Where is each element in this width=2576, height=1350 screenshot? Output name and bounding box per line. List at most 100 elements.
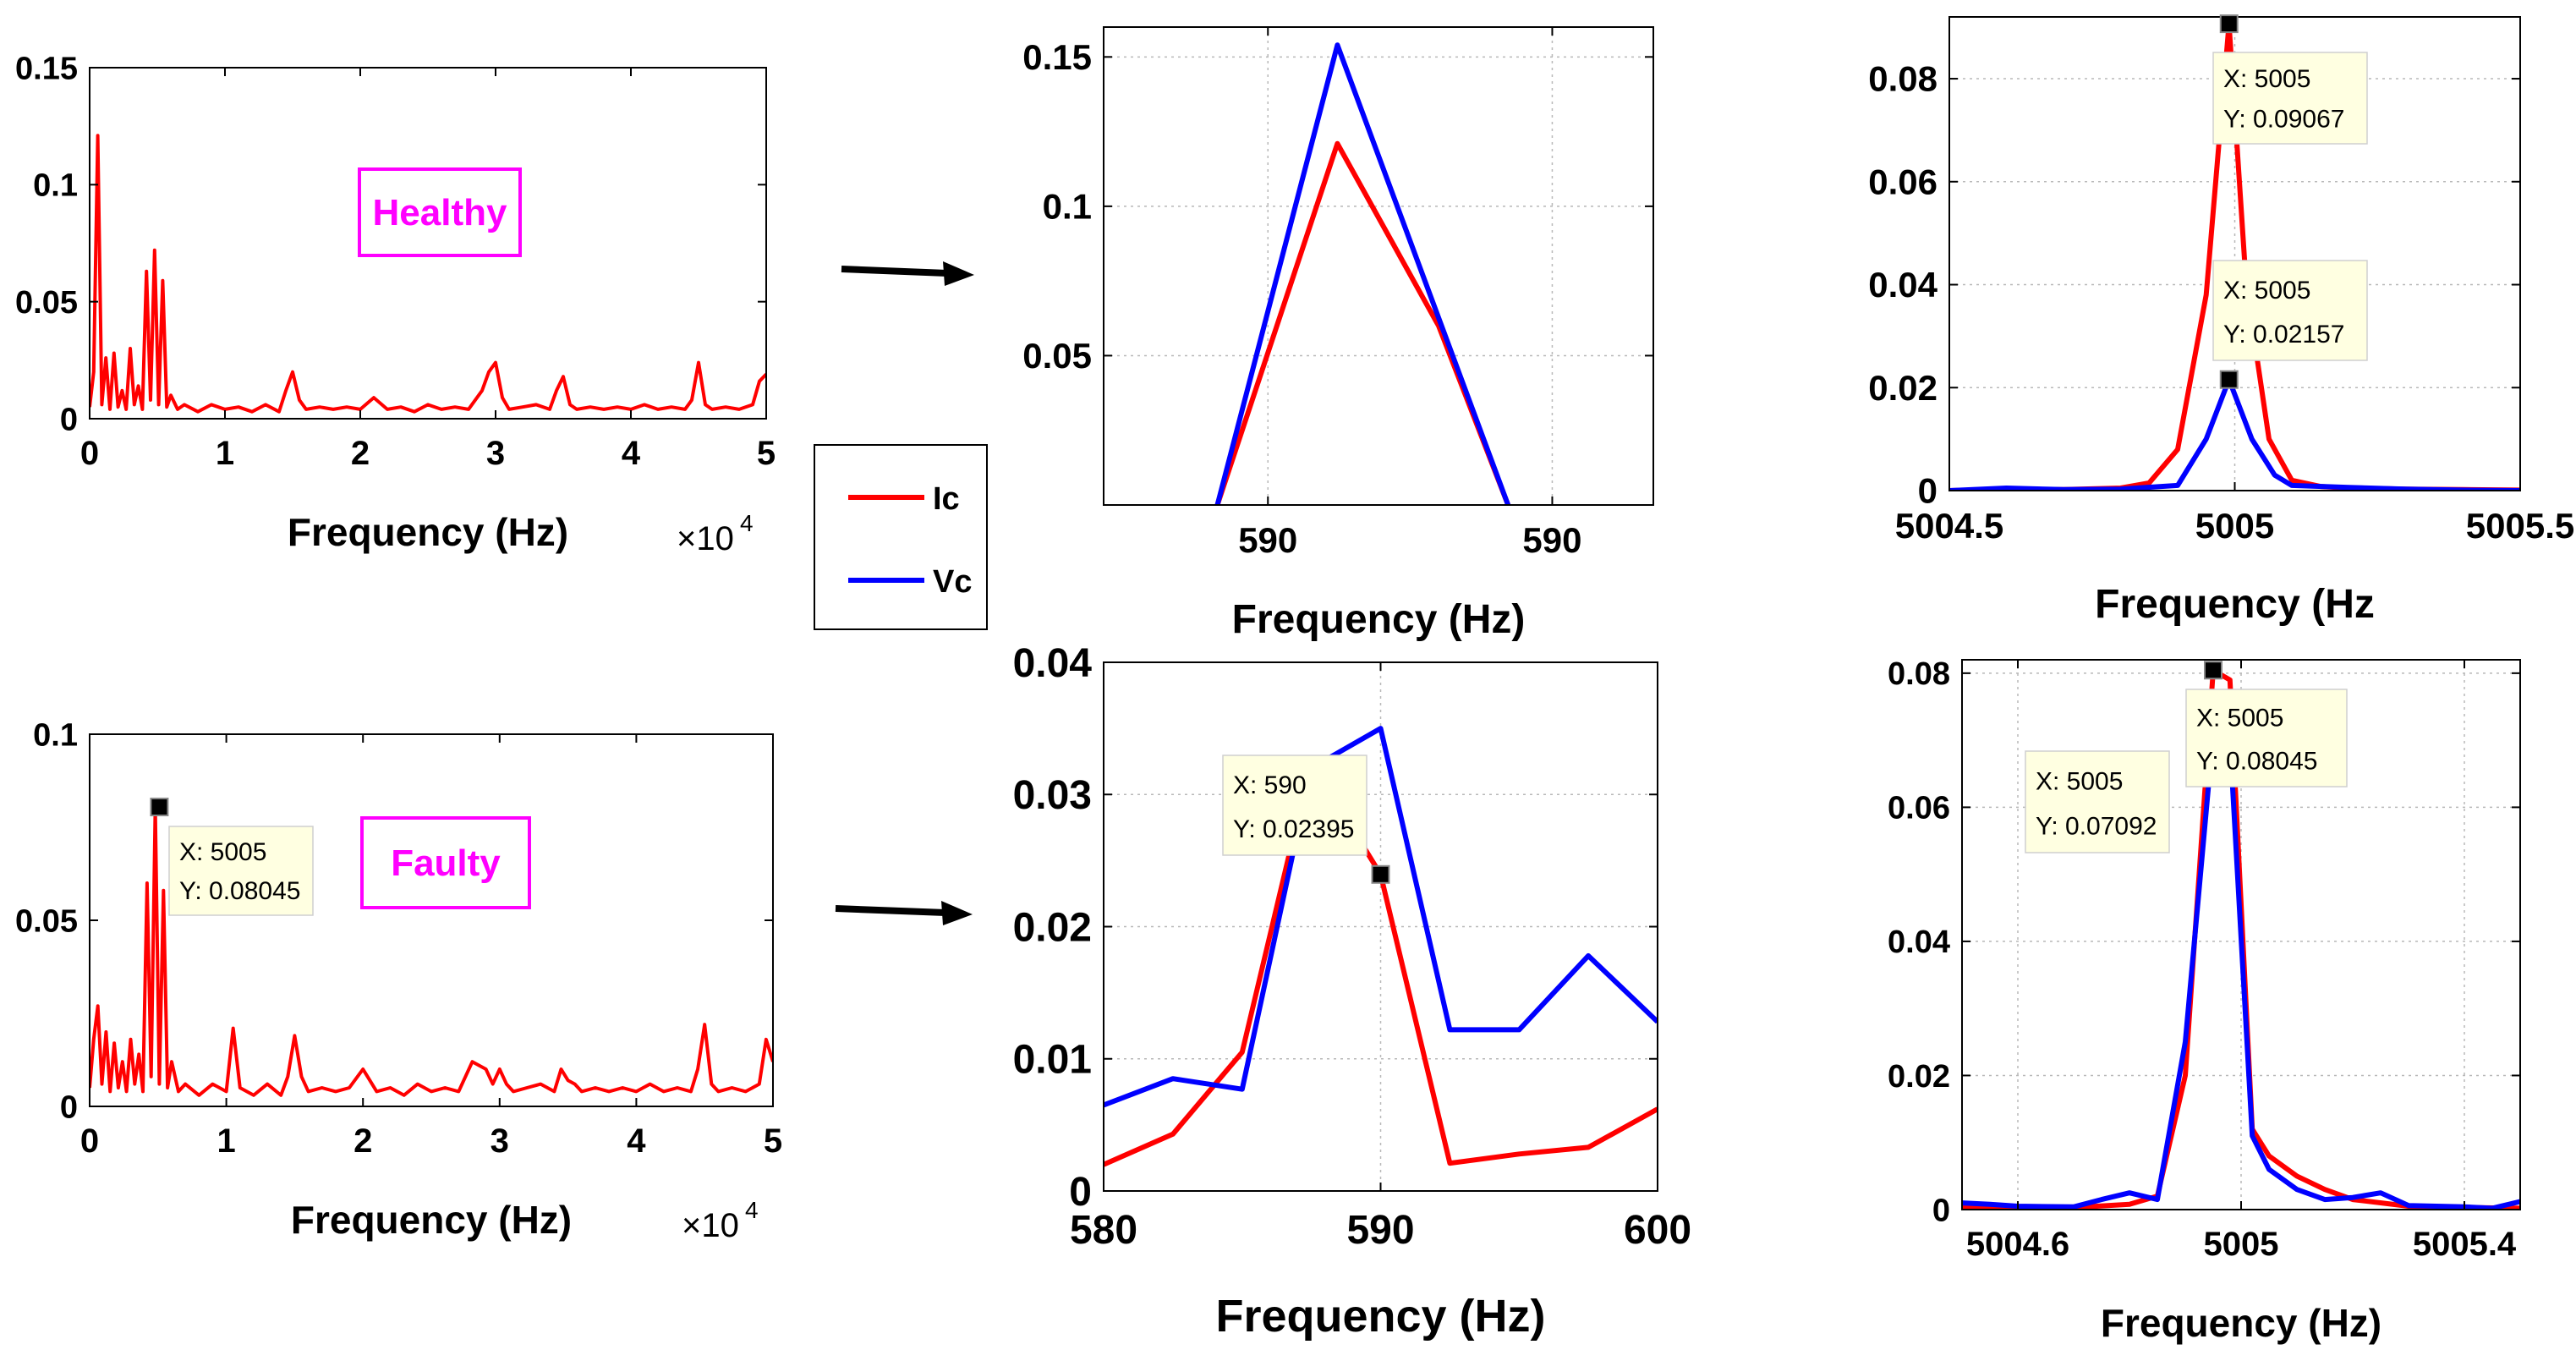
series-line-vc <box>1104 726 1658 1108</box>
data-tip-box <box>2185 689 2348 788</box>
data-tip-x: X: 5005 <box>179 838 266 866</box>
y-tick-label: 0.04 <box>1888 925 1950 960</box>
y-tick-label: 0.06 <box>1868 162 1937 201</box>
data-tip-x: X: 5005 <box>2223 65 2310 93</box>
x-tick-label: 5005 <box>2204 1226 2279 1263</box>
x-tick-label: 5005 <box>2195 506 2274 546</box>
series-line-vc <box>1949 376 2520 491</box>
data-tip[interactable]: X: 5005 Y: 0.09067 <box>2212 14 2368 145</box>
x-axis-label: Frequency (Hz) <box>1215 1291 1545 1342</box>
data-tip-y: Y: 0.09067 <box>2223 106 2344 134</box>
data-tip-y: Y: 0.02395 <box>1233 815 1354 843</box>
condition-label: Faulty <box>391 842 501 884</box>
data-tip[interactable]: X: 5005 Y: 0.02157 <box>2212 260 2368 389</box>
x-tick-label: 3 <box>486 435 505 472</box>
y-tick-label: 0.08 <box>1888 656 1950 692</box>
data-tip-y: Y: 0.08045 <box>179 877 300 905</box>
y-tick-label: 0.03 <box>1013 773 1092 818</box>
x-tick-label: 5 <box>757 435 776 472</box>
x-tick-label: 600 <box>1624 1208 1691 1253</box>
data-tip-marker <box>2219 14 2239 34</box>
data-tip-x: X: 5005 <box>2223 277 2310 305</box>
data-tip-box <box>2025 750 2170 853</box>
y-tick-label: 0.01 <box>1013 1038 1092 1083</box>
data-tip[interactable]: X: 5005 Y: 0.08045 <box>2185 661 2348 788</box>
arrow-faulty <box>835 901 973 925</box>
data-tip-box <box>2212 260 2368 361</box>
faulty-zoom-5005-panel: 5004.6 5005 5005.4 0 0.02 0.04 0.06 0.08 Frequen… <box>1888 656 2521 1345</box>
y-tick-label: 0 <box>1069 1170 1092 1215</box>
faulty-zoom-590-panel: 580 590 600 0 0.01 0.02 0.03 0.04 Frequency (Hz)… <box>1013 641 1691 1342</box>
arrow-healthy <box>841 261 974 286</box>
data-tip-x: X: 590 <box>1233 771 1307 799</box>
data-tip-box <box>168 826 314 916</box>
data-tip-y: Y: 0.07092 <box>2036 812 2157 840</box>
x-multiplier-exponent: 4 <box>740 510 754 536</box>
data-tip-marker <box>1371 864 1390 884</box>
y-tick-label: 0.1 <box>1043 187 1092 227</box>
series-line-ic <box>90 805 773 1097</box>
axes-frame <box>1103 26 1654 506</box>
x-tick-label: 1 <box>216 1122 235 1160</box>
y-tick-label: 0.02 <box>1868 368 1937 408</box>
y-tick-label: 0 <box>60 402 78 437</box>
x-tick-label: 5004.5 <box>1895 506 2003 546</box>
y-tick-label: 0 <box>1918 471 1937 511</box>
x-tick-label: 4 <box>627 1122 646 1160</box>
x-tick-label: 3 <box>491 1122 509 1160</box>
legend-vc-label: Vc <box>933 564 972 600</box>
y-tick-label: 0.04 <box>1013 641 1093 686</box>
data-tip[interactable]: X: 5005 Y: 0.07092 <box>2025 724 2222 853</box>
data-tip-x: X: 5005 <box>2196 705 2283 733</box>
data-tip-marker <box>150 798 169 817</box>
data-tip-box <box>1222 755 1367 856</box>
x-axis-label: Frequency (Hz) <box>2101 1301 2381 1345</box>
y-tick-label: 0.05 <box>15 903 78 939</box>
y-tick-label: 0.04 <box>1868 265 1937 305</box>
x-tick-label: 5005.4 <box>2413 1226 2517 1263</box>
x-tick-label: 2 <box>351 435 370 472</box>
y-tick-label: 0.1 <box>33 168 78 204</box>
y-tick-label: 0.15 <box>15 51 78 86</box>
axes-frame <box>89 67 767 420</box>
data-tip[interactable]: X: 5005 Y: 0.08045 <box>150 798 314 916</box>
y-tick-label: 0.02 <box>1888 1059 1950 1095</box>
x-axis-label: Frequency (Hz) <box>1232 597 1526 642</box>
y-tick-label: 0 <box>60 1089 78 1125</box>
series-line-vc <box>1962 731 2520 1210</box>
x-tick-label: 5004.6 <box>1966 1226 2069 1263</box>
y-tick-label: 0.06 <box>1888 791 1950 826</box>
data-tip-x: X: 5005 <box>2036 768 2123 796</box>
x-tick-label: 0 <box>80 1122 99 1160</box>
condition-label: Healthy <box>373 192 507 233</box>
x-axis-label: Frequency (Hz) <box>291 1198 572 1242</box>
x-tick-label: 1 <box>216 435 234 472</box>
y-tick-label: 0.08 <box>1868 59 1937 99</box>
x-tick-label: 0 <box>80 435 99 472</box>
x-axis-label: Frequency (Hz) <box>288 510 568 554</box>
x-tick-label: 2 <box>354 1122 372 1160</box>
x-axis-label: Frequency (Hz <box>2095 582 2375 627</box>
x-tick-label: 590 <box>1522 520 1581 560</box>
x-multiplier: ×10 <box>682 1207 739 1244</box>
y-tick-label: 0.05 <box>1022 336 1092 376</box>
legend: Ic Vc <box>814 444 988 630</box>
x-tick-label: 5 <box>764 1122 782 1160</box>
data-tip-y: Y: 0.02157 <box>2223 321 2344 348</box>
legend-box <box>814 444 988 630</box>
data-tip-box <box>2212 52 2368 145</box>
data-tip[interactable]: X: 590 Y: 0.02395 <box>1222 755 1390 884</box>
y-tick-label: 0.15 <box>1022 37 1092 77</box>
data-tip-y: Y: 0.08045 <box>2196 747 2317 775</box>
x-tick-label: 4 <box>622 435 641 472</box>
y-tick-label: 0 <box>1932 1193 1950 1228</box>
condition-label-box <box>360 816 531 909</box>
healthy-zoom-590-panel: 590 590 0.05 0.1 0.15 Frequency (Hz) <box>1022 26 1654 642</box>
healthy-zoom-5005-panel: 5004.5 5005 5005.5 0 0.02 0.04 0.06 0.08 Frequen… <box>1868 14 2574 627</box>
y-tick-label: 0.1 <box>33 717 78 753</box>
data-tip-marker <box>2219 370 2239 389</box>
y-tick-label: 0.02 <box>1013 905 1092 950</box>
